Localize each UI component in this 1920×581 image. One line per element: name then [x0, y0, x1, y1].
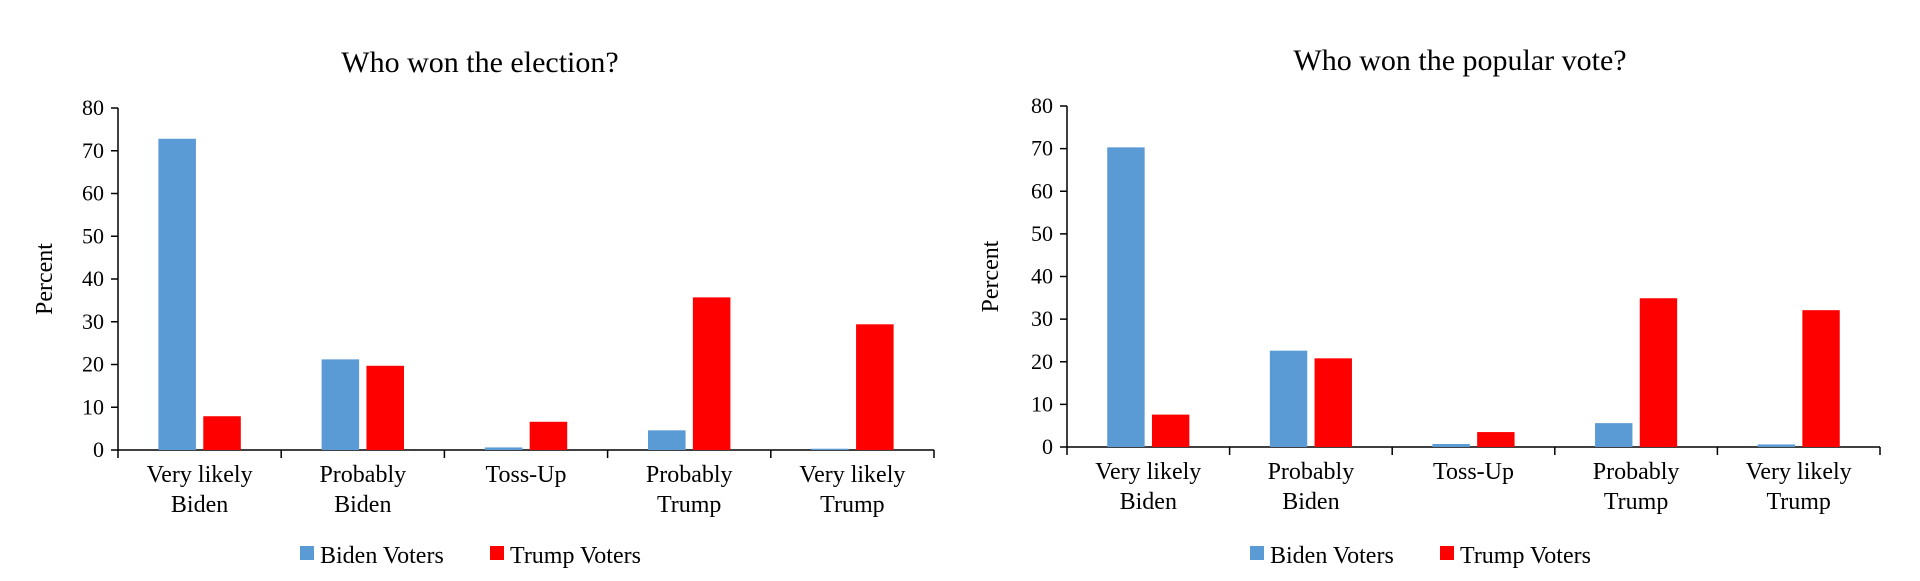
y-tick-label: 0: [1042, 434, 1053, 459]
y-axis-label: Percent: [978, 240, 1004, 312]
bar-biden-voters: [321, 359, 360, 450]
y-tick-label: 40: [1031, 264, 1053, 289]
bar-biden-voters: [1595, 423, 1633, 447]
y-tick-label: 20: [82, 352, 104, 377]
x-category-label-line: Toss-Up: [486, 462, 567, 488]
x-category-label: Very likely Trump: [799, 462, 905, 518]
bar-biden-voters: [484, 447, 523, 450]
x-category-label-line: Trump: [1766, 489, 1830, 515]
y-tick-label: 50: [1031, 221, 1053, 246]
y-tick-label: 20: [1031, 349, 1053, 374]
bar-trump-voters: [1151, 414, 1190, 447]
x-category-label-line: Very likely: [1095, 459, 1201, 485]
bar-trump-voters: [203, 416, 241, 450]
chart-popular-vote: Who won the popular vote? Percent 0 10 20 30 4…: [960, 0, 1920, 581]
chart-title: Who won the election?: [341, 46, 618, 79]
x-category-label-line: Very likely: [147, 462, 253, 488]
y-tick-label: 30: [82, 309, 104, 334]
legend-swatch-biden-voters: [300, 546, 314, 560]
y-tick-label: 70: [1031, 136, 1053, 161]
x-category-label: Probably Biden: [1268, 459, 1355, 515]
legend-label-biden-voters: Biden Voters: [320, 543, 444, 569]
x-category-label: Toss-Up: [1433, 459, 1514, 485]
x-category-label: Probably Trump: [646, 462, 733, 518]
x-category-label-line: Biden: [334, 492, 391, 518]
bar-trump-voters: [529, 421, 568, 450]
bar-biden-voters: [158, 138, 196, 450]
x-category-label-line: Very likely: [799, 462, 905, 488]
y-tick-label: 60: [1031, 178, 1053, 203]
x-category-label-line: Biden: [171, 492, 228, 518]
x-category-label: Probably Biden: [319, 462, 406, 518]
x-category-label-line: Trump: [1604, 489, 1668, 515]
bar-trump-voters: [1314, 358, 1352, 447]
legend-label-trump-voters: Trump Voters: [510, 543, 641, 569]
x-category-label: Probably Trump: [1593, 459, 1680, 515]
x-category-label-line: Biden: [1120, 489, 1177, 515]
x-category-label-line: Probably: [1593, 459, 1680, 485]
chart-election-svg: Who won the election? Percent 0 10 20 30 40 50 6…: [32, 46, 935, 569]
bar-trump-voters: [692, 297, 731, 450]
y-tick-label: 50: [82, 223, 104, 248]
bar-biden-voters: [1107, 147, 1145, 447]
y-tick-label: 10: [1031, 391, 1053, 416]
bar-trump-voters: [856, 324, 894, 450]
x-category-label: Very likely Biden: [1095, 459, 1201, 515]
legend-swatch-biden-voters: [1250, 546, 1264, 560]
bar-biden-voters: [1432, 444, 1470, 447]
y-tick-label: 80: [82, 95, 104, 120]
y-tick-label: 80: [1031, 93, 1053, 118]
chart-popular-vote-svg: Who won the popular vote? Percent 0 10 20 30 4…: [978, 44, 1881, 569]
x-category-label: Very likely Biden: [147, 462, 253, 518]
x-category-label-line: Trump: [820, 492, 884, 518]
y-tick-label: 40: [82, 266, 104, 291]
legend-swatch-trump-voters: [1440, 546, 1454, 560]
x-category-label: Very likely Trump: [1746, 459, 1852, 515]
y-tick-label: 60: [82, 181, 104, 206]
legend-label-trump-voters: Trump Voters: [1460, 543, 1591, 569]
y-tick-label: 30: [1031, 306, 1053, 331]
bar-trump-voters: [1802, 310, 1840, 447]
legend-swatch-trump-voters: [490, 546, 504, 560]
x-category-label-line: Very likely: [1746, 459, 1852, 485]
y-tick-label: 70: [82, 138, 104, 163]
x-category-label-line: Toss-Up: [1433, 459, 1514, 485]
bar-biden-voters: [1757, 444, 1796, 447]
x-category-label: Toss-Up: [486, 462, 567, 488]
y-tick-label: 10: [82, 394, 104, 419]
bar-biden-voters: [1269, 350, 1308, 447]
x-category-label-line: Probably: [1268, 459, 1355, 485]
legend-label-biden-voters: Biden Voters: [1270, 543, 1394, 569]
bar-biden-voters: [811, 448, 849, 450]
bar-trump-voters: [366, 365, 405, 450]
chart-title: Who won the popular vote?: [1293, 44, 1626, 77]
x-category-label-line: Biden: [1282, 489, 1339, 515]
bar-biden-voters: [647, 430, 686, 450]
y-axis-label: Percent: [32, 243, 58, 315]
x-category-label-line: Trump: [657, 492, 721, 518]
chart-election: Who won the election? Percent 0 10 20 30 40 50 6…: [32, 46, 935, 569]
bar-trump-voters: [1639, 298, 1678, 447]
x-category-label-line: Probably: [646, 462, 733, 488]
y-tick-label: 0: [93, 437, 104, 462]
x-category-label-line: Probably: [319, 462, 406, 488]
bar-trump-voters: [1477, 432, 1515, 447]
